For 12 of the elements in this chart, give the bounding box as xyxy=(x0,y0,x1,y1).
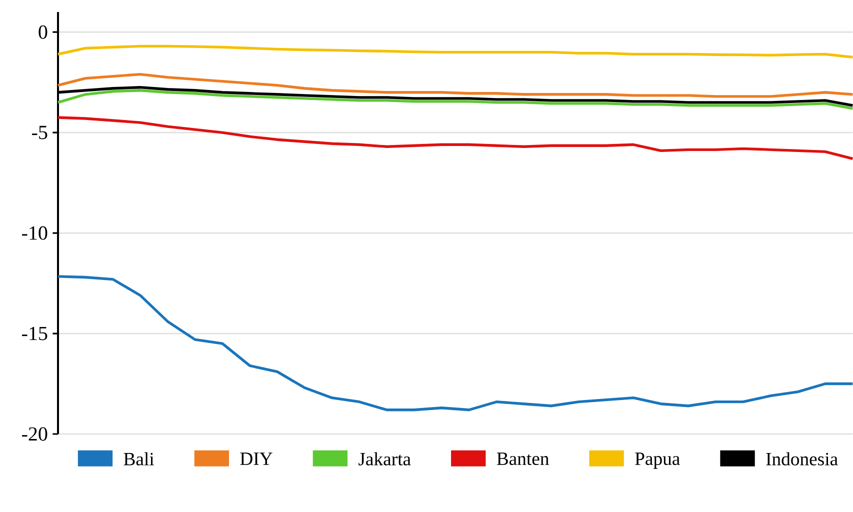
legend-label: Jakarta xyxy=(358,452,411,466)
legend-label: DIY xyxy=(240,452,272,465)
legend-label: Papua xyxy=(635,452,680,469)
legend-label: Banten xyxy=(496,452,549,466)
y-tick-label: -10 xyxy=(22,226,48,240)
y-tick-label: -5 xyxy=(32,126,48,140)
y-tick-label: 0 xyxy=(38,25,48,39)
legend-label: Indonesia xyxy=(766,452,838,466)
line-series xyxy=(56,275,853,412)
y-tick-label: -15 xyxy=(22,326,48,340)
y-tick-label: -20 xyxy=(22,427,48,441)
legend-label: Bali xyxy=(124,452,154,466)
